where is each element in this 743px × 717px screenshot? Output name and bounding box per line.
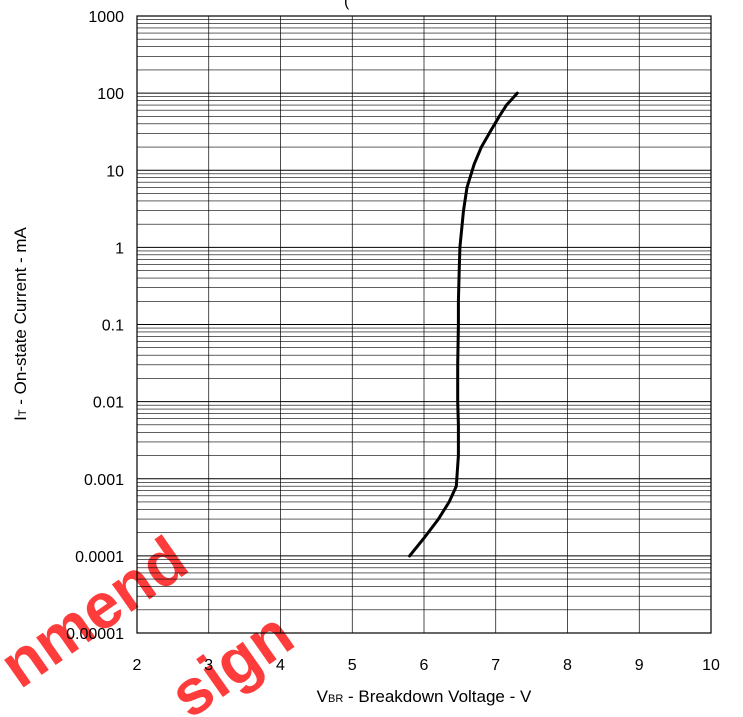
x-axis-label-rest: - Breakdown Voltage - V — [343, 687, 532, 706]
y-tick-label: 0.1 — [102, 318, 124, 335]
x-tick-label: 10 — [702, 657, 720, 674]
y-axis-label-rest: - On-state Current - mA — [11, 226, 30, 409]
y-tick-label: 0.01 — [93, 395, 124, 412]
plot-grid — [137, 16, 711, 633]
x-tick-label: 3 — [204, 657, 213, 674]
x-axis-label-main: V — [317, 687, 329, 706]
y-axis-label: IT - On-state Current - mA — [11, 226, 30, 420]
y-tick-label: 10 — [106, 163, 124, 180]
y-tick-label: 0.0001 — [75, 549, 124, 566]
x-tick-label: 2 — [133, 657, 142, 674]
x-axis-label-sub: BR — [328, 693, 343, 705]
x-tick-label: 9 — [635, 657, 644, 674]
y-tick-labels: 0.00001 0.0001 0.001 0.01 0.1 1 10 100 1000 — [66, 9, 124, 643]
x-tick-labels: 2 3 4 5 6 7 8 9 10 — [133, 657, 720, 674]
y-tick-label: 1 — [115, 240, 124, 257]
x-tick-label: 4 — [276, 657, 285, 674]
series-group — [408, 91, 519, 558]
y-tick-label: 100 — [97, 86, 124, 103]
x-tick-label: 6 — [420, 657, 429, 674]
x-tick-label: 7 — [491, 657, 500, 674]
x-axis-label: VBR - Breakdown Voltage - V — [317, 687, 532, 706]
y-tick-label: 0.001 — [84, 472, 124, 489]
x-tick-label: 8 — [563, 657, 572, 674]
y-axis-label-main: I — [11, 416, 30, 421]
y-axis-label-sub: T — [17, 409, 29, 416]
chart-title-fragment: ( — [344, 0, 350, 10]
plot-frame — [136, 15, 712, 634]
watermark: nmend sign — [0, 522, 306, 717]
series-line — [408, 91, 519, 558]
x-tick-label: 5 — [348, 657, 357, 674]
y-tick-label: 0.00001 — [66, 626, 124, 643]
y-tick-label: 1000 — [88, 9, 124, 26]
